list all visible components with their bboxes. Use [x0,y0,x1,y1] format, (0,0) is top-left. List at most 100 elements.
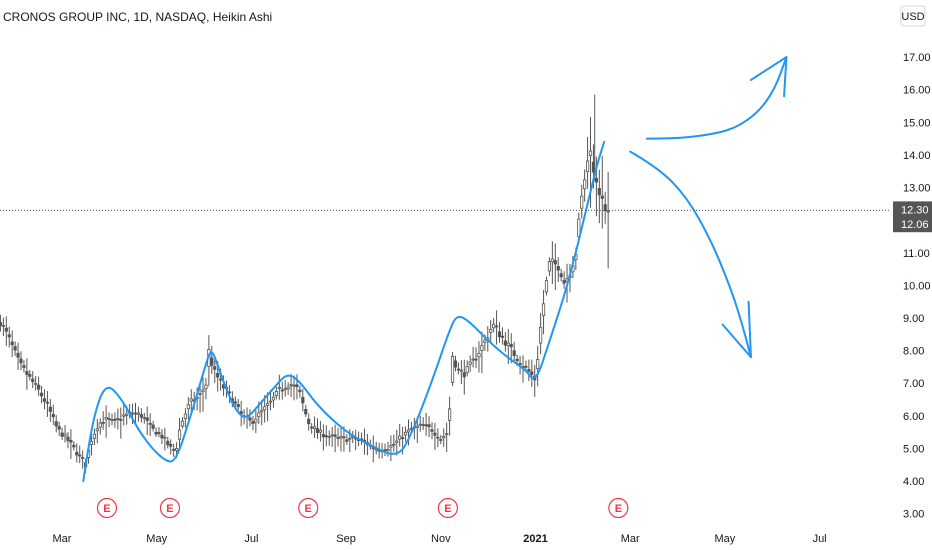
candle-body [107,418,111,420]
candle-body [506,342,510,346]
candle-body [603,204,607,212]
candle-body [157,432,161,434]
candle-body [489,328,493,333]
candle-body [286,386,290,390]
candle-body [500,335,505,338]
candle-body [10,341,14,346]
candle-body [448,408,452,421]
candle-body [439,439,443,441]
earnings-marker[interactable]: E [159,497,181,519]
candle-body [248,417,252,421]
y-tick-label: 7.00 [903,378,924,390]
candle-body [13,346,17,351]
candle-body [57,426,61,430]
y-tick-label: 6.00 [903,411,924,423]
y-tick-label: 5.00 [903,443,924,455]
candle-body [348,437,352,440]
candle-body [216,372,220,378]
earnings-marker[interactable]: E [608,497,629,519]
x-tick-label: May [715,533,736,545]
arrow-down-drawing[interactable] [629,150,752,359]
candle-body [389,445,393,448]
candle-body [183,413,187,420]
earnings-marker-circle [298,497,319,519]
candle-body [312,426,317,430]
candle-body [1,324,5,327]
earnings-marker[interactable]: E [96,497,118,519]
arrow-up-drawing[interactable] [645,56,788,140]
candle-body [166,440,170,446]
candle-body [66,436,70,442]
candle-body [333,434,337,437]
earnings-marker-circle [96,497,118,519]
y-tick-label: 13.00 [903,183,931,195]
price-label: 12.30 [893,201,932,218]
candle-body [562,280,566,284]
candle-body [330,434,334,437]
candle-body [483,339,487,343]
x-tick-label: Jul [813,533,827,545]
drawings-group [82,56,788,483]
candle-body [321,433,325,438]
candle-body [304,408,308,415]
candle-body [28,374,32,377]
candle-body [427,424,431,428]
candle-body [72,444,76,448]
trend-drawing[interactable] [82,140,606,483]
candle-body [580,195,584,209]
x-tick-label: Mar [53,533,72,545]
earnings-marker-label: E [444,503,451,515]
candle-body [263,406,267,411]
earnings-marker[interactable]: E [298,497,319,519]
candle-body [271,396,276,401]
candle-body [268,400,273,403]
candle-body [81,457,85,459]
currency-button[interactable]: USD [900,5,926,27]
earnings-marker-label: E [103,503,110,515]
earnings-marker-circle [437,497,459,519]
candle-body [42,398,47,402]
candle-body [122,414,126,417]
candle-body [336,437,340,439]
candle-body [201,389,205,393]
y-tick-label: 16.00 [903,85,931,97]
candle-body [544,280,549,293]
candle-body [536,359,540,369]
candle-body [257,412,261,418]
candle-body [145,417,149,421]
candle-body [213,366,217,370]
earnings-marker[interactable]: E [437,497,459,519]
arrow-down-head[interactable] [721,300,752,359]
x-tick-label: Jul [244,533,258,545]
candle-body [48,406,52,412]
candle-body [78,454,82,457]
arrow-up-head[interactable] [749,56,788,98]
candle-body [342,436,346,439]
candle-body [456,368,461,371]
candle-body [277,387,281,389]
candle-body [136,412,141,415]
candle-body [113,418,117,421]
candle-body [89,440,94,446]
candle-body [104,416,108,420]
candle-body [600,195,604,199]
candle-body [169,443,173,447]
candle-body [433,432,437,436]
candle-body [436,436,440,439]
candle-body [233,401,237,404]
earnings-marker-label: E [305,503,312,515]
earnings-marker-label: E [166,503,173,515]
candle-body [63,433,67,437]
candle-body [497,331,502,338]
candle-body [92,433,96,439]
candle-body [204,384,208,389]
candle-body [310,426,314,429]
candle-body [174,448,179,451]
candle-body [597,188,601,196]
x-tick-label: Sep [336,533,356,545]
candle-body [515,358,519,362]
candle-body [559,273,563,278]
currency-label: USD [901,11,924,23]
candle-body [4,327,8,332]
